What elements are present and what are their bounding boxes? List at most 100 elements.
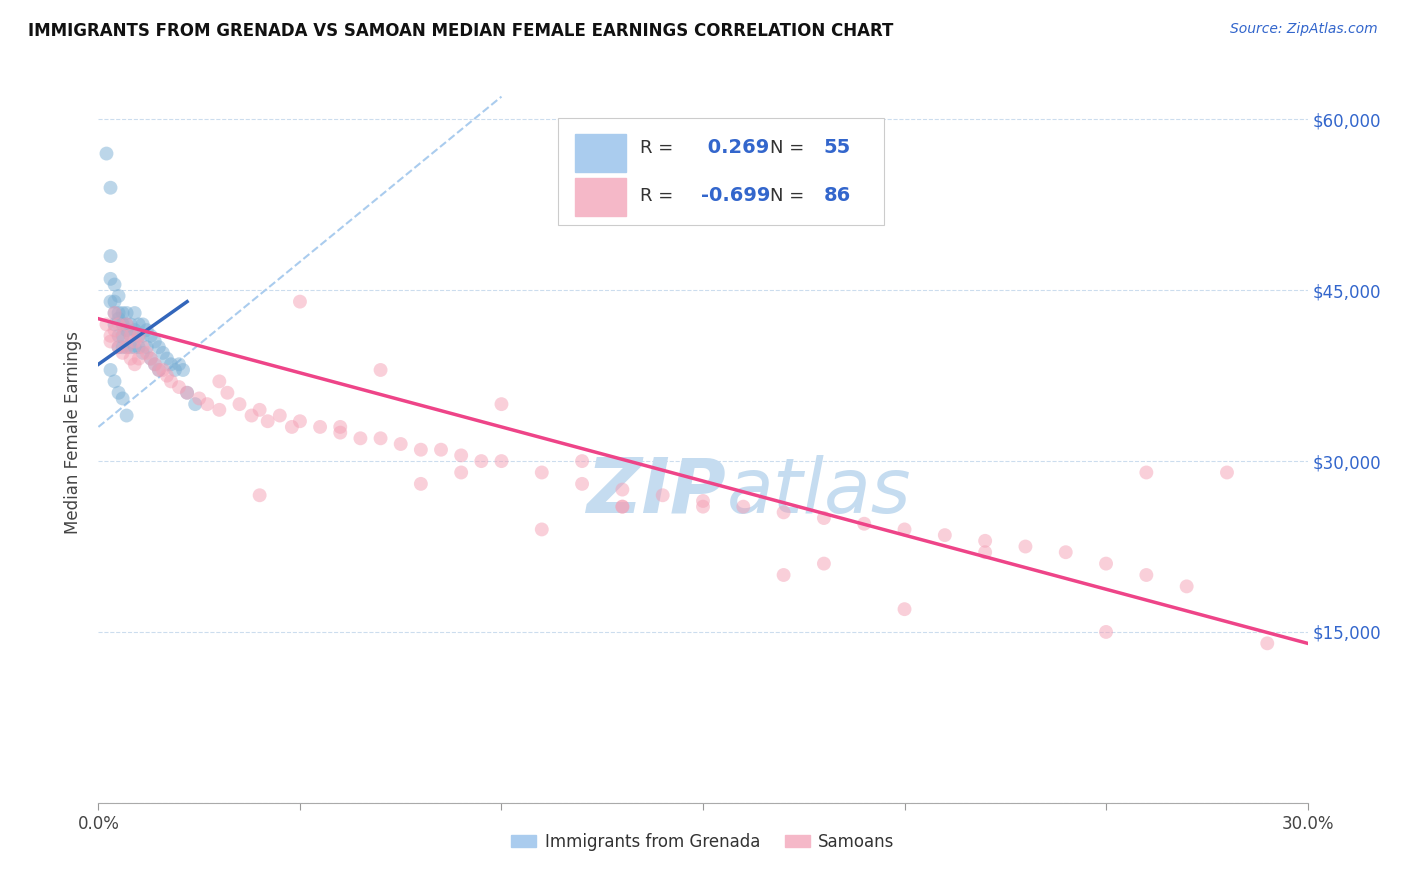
Point (96, 146, 118, 161)
Point (120, 318, 142, 332)
Point (115, 306, 138, 320)
Point (103, 323, 125, 337)
Point (370, 363, 392, 377)
Point (208, 402, 231, 417)
Point (389, 437, 412, 451)
Point (132, 328, 155, 343)
Point (139, 351, 162, 366)
Point (167, 380, 190, 394)
Point (249, 488, 271, 502)
Point (107, 311, 129, 326)
Point (111, 392, 134, 406)
Text: 55: 55 (824, 138, 851, 157)
Point (692, 494, 714, 508)
Point (148, 363, 170, 377)
Point (100, 328, 122, 343)
Point (612, 500, 634, 514)
Point (103, 318, 125, 332)
Point (370, 431, 392, 445)
Point (120, 328, 142, 343)
Point (167, 357, 190, 371)
Point (450, 449, 472, 463)
Text: 86: 86 (824, 186, 851, 205)
Point (111, 340, 134, 354)
Point (893, 523, 915, 537)
Text: Source: ZipAtlas.com: Source: ZipAtlas.com (1230, 22, 1378, 37)
Point (195, 397, 218, 411)
Point (530, 523, 553, 537)
Point (135, 323, 157, 337)
Point (111, 346, 134, 360)
FancyBboxPatch shape (575, 178, 626, 217)
Point (100, 334, 122, 349)
Point (100, 272, 122, 286)
Point (120, 351, 142, 366)
Point (96, 318, 118, 332)
Point (813, 557, 835, 571)
Point (1135, 568, 1157, 582)
Text: atlas: atlas (727, 455, 911, 529)
Point (139, 351, 162, 366)
Point (143, 357, 166, 371)
Point (107, 340, 129, 354)
Point (172, 363, 194, 377)
Point (107, 306, 129, 320)
Point (733, 500, 755, 514)
Point (184, 397, 207, 411)
Point (111, 318, 134, 332)
Point (135, 346, 157, 360)
Point (156, 368, 179, 383)
Point (132, 318, 155, 332)
Point (128, 340, 150, 354)
Text: IMMIGRANTS FROM GRENADA VS SAMOAN MEDIAN FEMALE EARNINGS CORRELATION CHART: IMMIGRANTS FROM GRENADA VS SAMOAN MEDIAN… (28, 22, 893, 40)
Point (208, 375, 231, 389)
Point (288, 414, 311, 428)
Point (124, 334, 146, 349)
Text: -0.699: -0.699 (700, 186, 770, 205)
Point (772, 568, 794, 582)
Point (288, 294, 311, 309)
Point (176, 385, 198, 400)
Point (571, 476, 593, 491)
Point (409, 476, 432, 491)
Point (974, 533, 997, 548)
Point (143, 357, 166, 371)
Point (135, 340, 157, 354)
Point (256, 414, 278, 428)
Point (329, 420, 352, 434)
Point (148, 363, 170, 377)
Point (107, 328, 129, 343)
Point (100, 294, 122, 309)
Point (450, 466, 472, 480)
Point (139, 328, 162, 343)
Point (571, 454, 593, 468)
Point (115, 409, 138, 423)
Point (124, 357, 146, 371)
Point (160, 375, 183, 389)
Point (100, 363, 122, 377)
Point (430, 442, 453, 457)
Point (188, 392, 211, 406)
Point (240, 409, 263, 423)
Point (470, 454, 492, 468)
Point (143, 334, 166, 349)
Point (176, 385, 198, 400)
Point (1175, 579, 1198, 593)
Point (128, 318, 150, 332)
Point (115, 323, 138, 337)
Point (409, 442, 432, 457)
Point (148, 340, 170, 354)
Point (772, 505, 794, 519)
Point (107, 318, 129, 332)
FancyBboxPatch shape (558, 118, 884, 226)
Point (1014, 540, 1036, 554)
Text: ZIP: ZIP (588, 455, 727, 529)
Point (107, 385, 129, 400)
Point (163, 363, 186, 377)
Point (132, 346, 155, 360)
Point (349, 431, 371, 445)
Text: N =: N = (769, 186, 804, 204)
Point (612, 500, 634, 514)
Point (124, 306, 146, 320)
Point (103, 294, 125, 309)
